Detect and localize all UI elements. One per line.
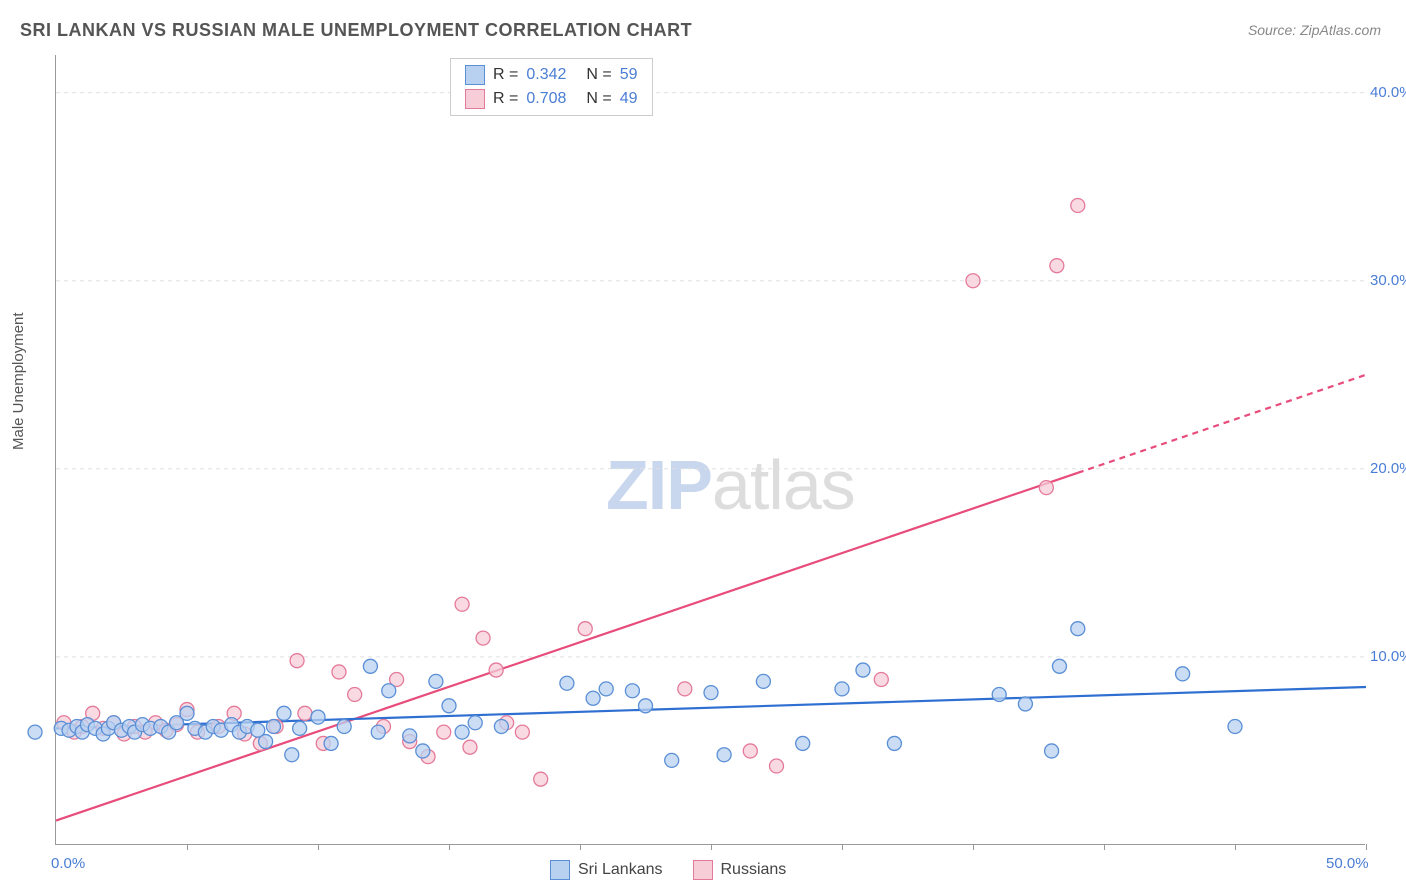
correlation-legend: R = 0.342 N = 59 R = 0.708 N = 49 [450, 58, 653, 116]
x-tick-label: 50.0% [1326, 855, 1369, 872]
legend-item-russians: Russians [693, 860, 787, 880]
plot-svg [56, 55, 1365, 844]
n-label: N = [586, 66, 611, 84]
n-value: 59 [620, 66, 638, 84]
x-tick [842, 844, 843, 850]
r-value: 0.342 [526, 66, 566, 84]
x-tick [711, 844, 712, 850]
x-tick [449, 844, 450, 850]
series-legend: Sri Lankans Russians [550, 860, 786, 880]
source-label: Source: ZipAtlas.com [1248, 22, 1381, 38]
y-tick-label: 40.0% [1370, 84, 1406, 101]
x-tick [1235, 844, 1236, 850]
correlation-legend-row: R = 0.342 N = 59 [451, 63, 652, 87]
x-tick [973, 844, 974, 850]
y-tick-label: 10.0% [1370, 648, 1406, 665]
plot-area: ZIPatlas 10.0%20.0%30.0%40.0%0.0%50.0% [55, 55, 1365, 845]
legend-swatch-icon [465, 89, 485, 109]
sri-lankans-swatch-icon [550, 860, 570, 880]
x-tick [318, 844, 319, 850]
y-axis-label: Male Unemployment [10, 312, 27, 450]
legend-swatch-icon [465, 65, 485, 85]
y-tick-label: 20.0% [1370, 460, 1406, 477]
chart-container: SRI LANKAN VS RUSSIAN MALE UNEMPLOYMENT … [0, 0, 1406, 892]
x-tick [187, 844, 188, 850]
x-tick-label: 0.0% [51, 855, 85, 872]
chart-title: SRI LANKAN VS RUSSIAN MALE UNEMPLOYMENT … [20, 20, 692, 41]
x-tick [1104, 844, 1105, 850]
r-label: R = [493, 90, 518, 108]
y-tick-label: 30.0% [1370, 272, 1406, 289]
r-label: R = [493, 66, 518, 84]
russians-swatch-icon [693, 860, 713, 880]
r-value: 0.708 [526, 90, 566, 108]
x-tick [1366, 844, 1367, 850]
n-value: 49 [620, 90, 638, 108]
legend-label: Sri Lankans [578, 861, 663, 879]
legend-label: Russians [721, 861, 787, 879]
n-label: N = [586, 90, 611, 108]
correlation-legend-row: R = 0.708 N = 49 [451, 87, 652, 111]
legend-item-sri-lankans: Sri Lankans [550, 860, 663, 880]
x-tick [580, 844, 581, 850]
